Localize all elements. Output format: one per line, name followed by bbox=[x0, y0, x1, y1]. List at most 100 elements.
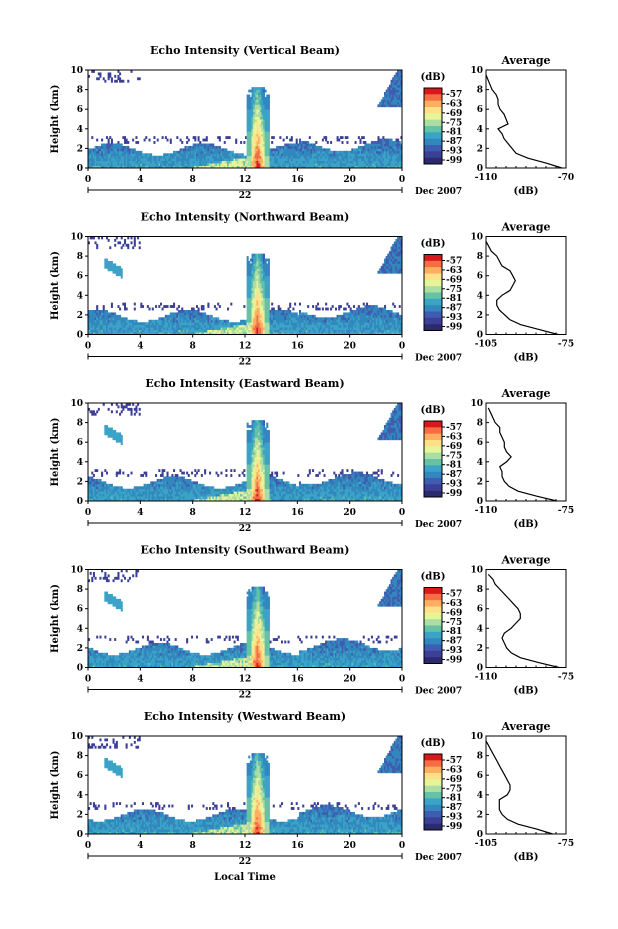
profile-x-tick-label: -70 bbox=[558, 173, 574, 183]
y-tick-label: 6 bbox=[77, 105, 83, 115]
colorbar-swatch bbox=[424, 631, 442, 639]
x-tick-label: 4 bbox=[137, 675, 143, 685]
x-tick-label: 8 bbox=[190, 675, 196, 685]
colorbar-tick-label: -57 bbox=[446, 590, 462, 600]
date-label: Dec 2007 bbox=[415, 520, 462, 530]
profile-y-tick-label: 4 bbox=[477, 458, 483, 468]
panel-5: Echo Intensity (Westward Beam) 0 2 4 6 8 10 Hei… bbox=[50, 710, 574, 883]
colorbar-swatch bbox=[424, 452, 442, 460]
colorbar-swatch bbox=[424, 279, 442, 287]
date-label: Dec 2007 bbox=[415, 187, 462, 197]
colorbar-tick-label: -87 bbox=[446, 137, 462, 147]
profile-y-tick-label: 10 bbox=[470, 233, 483, 243]
profile-y-tick-label: 10 bbox=[470, 566, 483, 576]
colorbar-swatch bbox=[424, 465, 442, 472]
profile-y-tick-label: 4 bbox=[477, 291, 483, 301]
profile-y-tick-label: 8 bbox=[477, 585, 483, 595]
y-tick-label: 8 bbox=[77, 585, 83, 595]
colorbar-swatch bbox=[424, 490, 442, 498]
panel-title: Echo Intensity (Northward Beam) bbox=[141, 211, 350, 224]
panel-title: Echo Intensity (Southward Beam) bbox=[141, 544, 350, 557]
colorbar-swatch bbox=[424, 471, 442, 479]
colorbar-swatch bbox=[424, 587, 442, 595]
colorbar-frame bbox=[423, 254, 443, 331]
profile-x-tick-label: -75 bbox=[558, 673, 574, 683]
x-tick-label: 0 bbox=[399, 675, 405, 685]
x-tick-label: 0 bbox=[85, 675, 91, 685]
colorbar-swatch bbox=[424, 657, 442, 664]
colorbar-tick-label: -99 bbox=[446, 656, 462, 666]
profile-frame bbox=[485, 236, 567, 335]
y-tick-label: 8 bbox=[77, 752, 83, 762]
profile-line bbox=[487, 573, 560, 669]
x-tick-label: 12 bbox=[239, 841, 252, 851]
colorbar-swatch bbox=[424, 427, 442, 434]
colorbar-swatch bbox=[424, 267, 442, 274]
day-label: 22 bbox=[239, 857, 252, 867]
y-tick-label: 4 bbox=[77, 458, 83, 468]
colorbar-tick-label: -69 bbox=[446, 608, 462, 618]
y-axis-label: Height (km) bbox=[50, 418, 61, 487]
average-profile: Average 0 2 4 6 8 10 -105 -75 (dB) bbox=[470, 720, 574, 863]
day-label: 22 bbox=[239, 691, 252, 701]
profile-y-tick-label: 4 bbox=[477, 624, 483, 634]
profile-x-label: (dB) bbox=[514, 852, 539, 863]
y-tick-label: 6 bbox=[77, 272, 83, 282]
y-tick-label: 10 bbox=[70, 566, 83, 576]
colorbar-swatch bbox=[424, 823, 442, 831]
colorbar-tick-label: -93 bbox=[446, 813, 462, 823]
x-tick-label: 8 bbox=[190, 342, 196, 352]
x-tick-label: 0 bbox=[85, 841, 91, 851]
profile-x-label: (dB) bbox=[514, 186, 539, 197]
y-tick-label: 8 bbox=[77, 419, 83, 429]
profile-title: Average bbox=[500, 221, 550, 234]
average-profile: Average 0 2 4 6 8 10 -110 -70 (dB) bbox=[470, 54, 574, 197]
colorbar-tick-label: -63 bbox=[446, 266, 462, 276]
x-tick-label: 0 bbox=[399, 841, 405, 851]
colorbar-frame bbox=[423, 87, 443, 165]
x-tick-label: 20 bbox=[343, 675, 356, 685]
profile-title: Average bbox=[500, 387, 550, 400]
colorbar-swatch bbox=[424, 638, 442, 645]
echo-field bbox=[88, 403, 403, 502]
x-tick-label: 4 bbox=[137, 841, 143, 851]
average-profile: Average 0 2 4 6 8 10 -110 -75 (dB) bbox=[470, 387, 574, 530]
colorbar-swatch bbox=[424, 138, 442, 146]
colorbar-tick-label: -93 bbox=[446, 313, 462, 323]
colorbar: (dB)-57-63-69-75-81-87-93-99 bbox=[421, 239, 463, 333]
colorbar-swatch bbox=[424, 324, 442, 331]
colorbar-tick-label: -93 bbox=[446, 480, 462, 490]
day-label: 22 bbox=[239, 358, 252, 368]
colorbar-tick-label: -99 bbox=[446, 822, 462, 832]
y-tick-label: 8 bbox=[77, 252, 83, 262]
colorbar: (dB)-57-63-69-75-81-87-93-99 bbox=[421, 738, 463, 832]
profile-x-tick-label: -75 bbox=[558, 839, 574, 849]
y-tick-label: 10 bbox=[70, 732, 83, 742]
y-axis-label: Height (km) bbox=[50, 751, 61, 820]
colorbar-unit: (dB) bbox=[421, 239, 446, 250]
colorbar-swatch bbox=[424, 754, 442, 761]
average-profile: Average 0 2 4 6 8 10 -110 -75 (dB) bbox=[470, 554, 574, 697]
colorbar-tick-label: -99 bbox=[446, 156, 462, 166]
colorbar-swatch bbox=[424, 126, 442, 133]
colorbar-tick-label: -81 bbox=[446, 794, 462, 804]
y-tick-label: 0 bbox=[77, 664, 83, 674]
average-profile: Average 0 2 4 6 8 10 -105 -75 (dB) bbox=[470, 221, 574, 364]
y-tick-label: 8 bbox=[77, 86, 83, 96]
x-tick-label: 0 bbox=[85, 175, 91, 185]
colorbar-tick-label: -63 bbox=[446, 765, 462, 775]
profile-y-tick-label: 10 bbox=[470, 399, 483, 409]
profile-x-tick-label: -110 bbox=[475, 173, 498, 183]
panel-title: Echo Intensity (Westward Beam) bbox=[144, 710, 346, 723]
y-axis-label: Height (km) bbox=[50, 85, 61, 154]
profile-y-tick-label: 0 bbox=[477, 664, 483, 674]
colorbar-tick-label: -87 bbox=[446, 304, 462, 314]
colorbar-unit: (dB) bbox=[421, 405, 446, 416]
date-label: Dec 2007 bbox=[415, 687, 462, 697]
panel-4: Echo Intensity (Southward Beam) 0 2 4 6 8 10 He… bbox=[50, 544, 574, 701]
y-tick-label: 0 bbox=[77, 164, 83, 174]
x-tick-label: 4 bbox=[137, 175, 143, 185]
y-tick-label: 6 bbox=[77, 438, 83, 448]
x-tick-label: 20 bbox=[343, 508, 356, 518]
colorbar-swatch bbox=[424, 273, 442, 281]
